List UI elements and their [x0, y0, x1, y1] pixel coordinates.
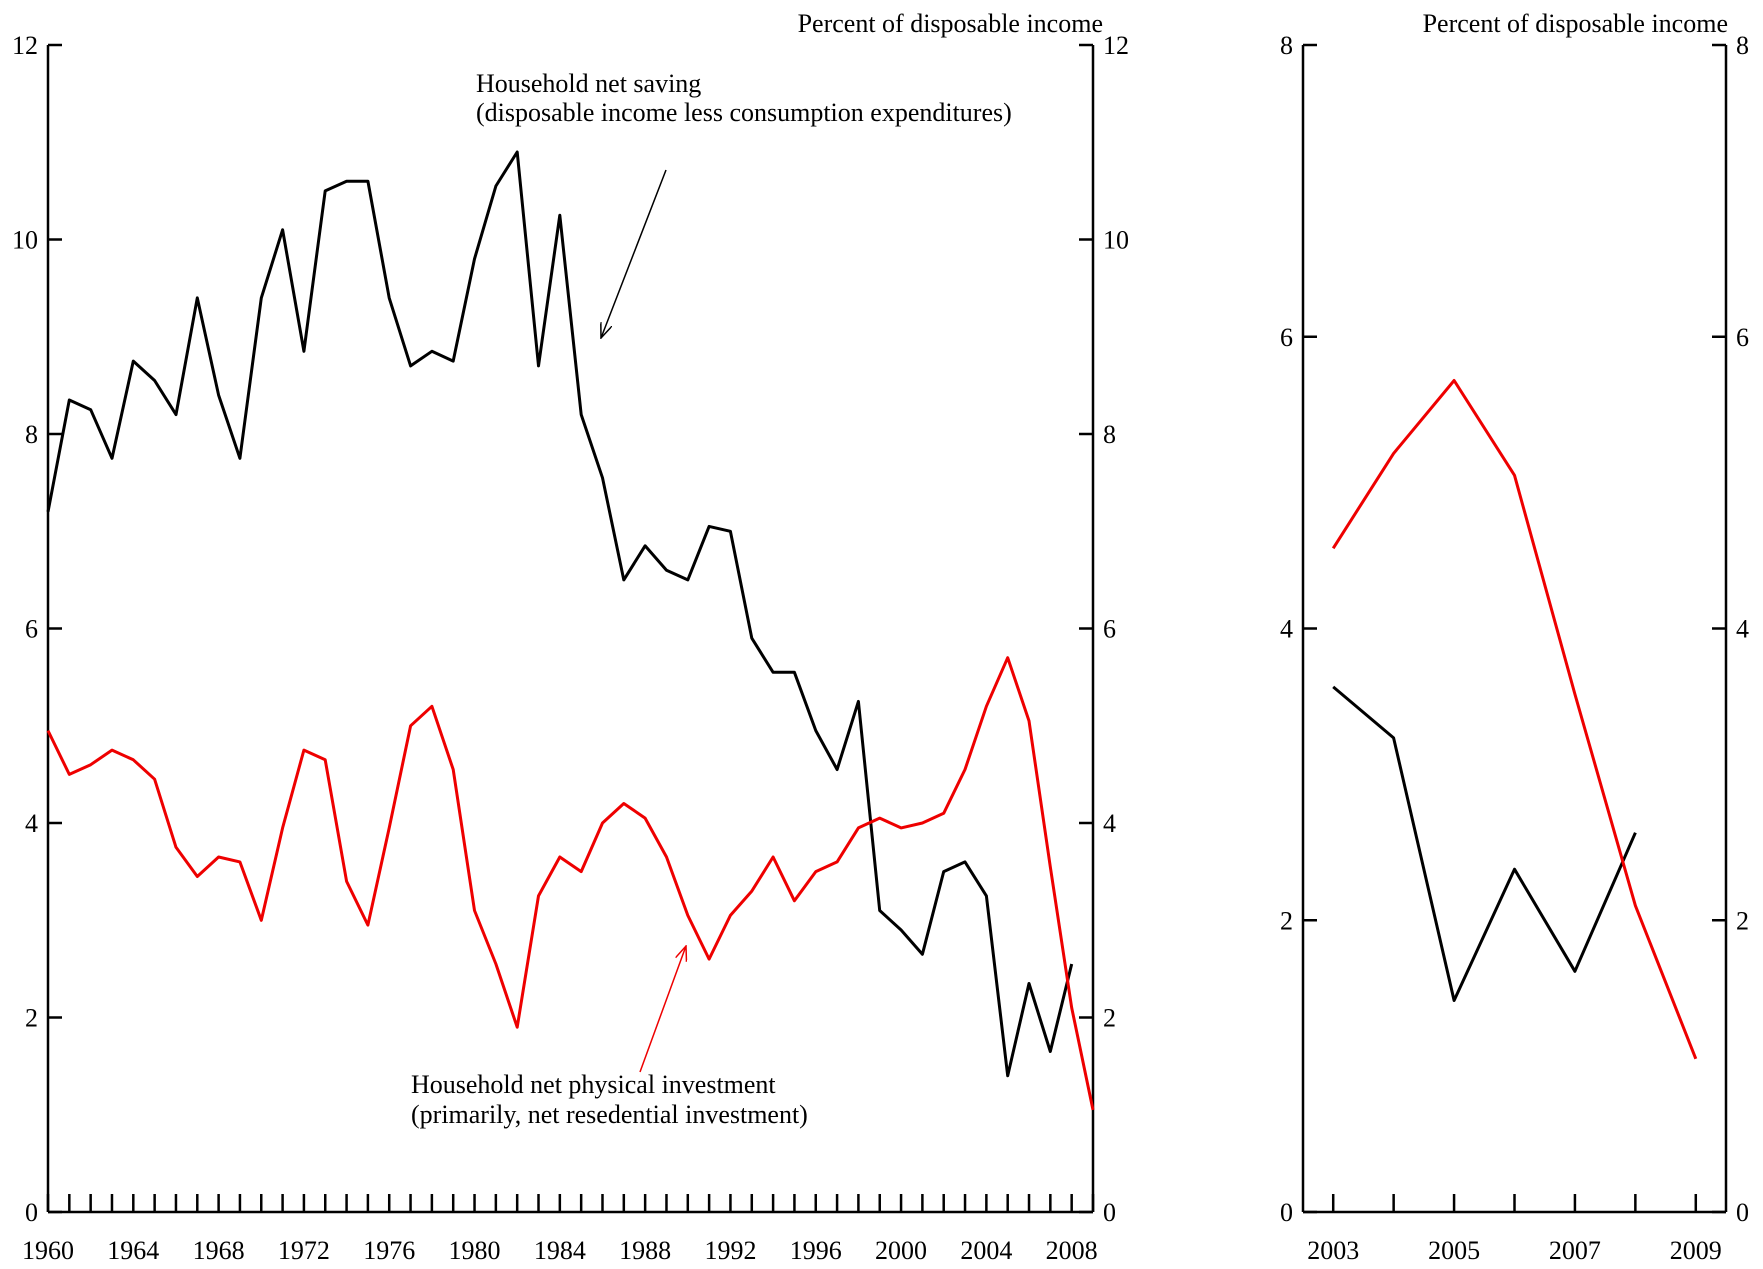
- y-tick-label: 2: [1280, 906, 1293, 935]
- left-investment-line: [46, 656, 1095, 1111]
- x-tick-label: 2009: [1670, 1236, 1722, 1265]
- y-tick-label-right: 6: [1103, 615, 1116, 644]
- x-tick-label: 2005: [1428, 1236, 1480, 1265]
- right-panel: Percent of disposable income 0 02 24 46 68 8 …: [1280, 9, 1749, 1265]
- x-tick-label: 1964: [107, 1236, 159, 1265]
- saving-arrow: [601, 169, 667, 338]
- y-tick-label: 0: [25, 1198, 38, 1227]
- right-units-label: Percent of disposable income: [1423, 9, 1728, 38]
- y-tick-label-right: 8: [1103, 420, 1116, 449]
- y-tick-label-right: 12: [1103, 31, 1129, 60]
- y-tick-label: 10: [12, 226, 38, 255]
- x-tick-label: 2003: [1307, 1236, 1359, 1265]
- x-tick-label: 1988: [619, 1236, 671, 1265]
- x-tick-label: 1968: [193, 1236, 245, 1265]
- x-tick-label: 1984: [534, 1236, 586, 1265]
- y-tick-label-right: 0: [1736, 1198, 1749, 1227]
- x-tick-label: 2004: [960, 1236, 1012, 1265]
- y-tick-label: 4: [1280, 615, 1293, 644]
- y-tick-label: 6: [25, 615, 38, 644]
- y-tick-label: 8: [1280, 31, 1293, 60]
- saving-annotation-line-2: (disposable income less consumption expe…: [476, 98, 1012, 127]
- saving-annotation-line-1: Household net saving: [476, 69, 701, 98]
- left-units-label: Percent of disposable income: [798, 9, 1103, 38]
- x-tick-label: 2000: [875, 1236, 927, 1265]
- y-tick-label: 4: [25, 809, 38, 838]
- left-x-ticks: 1960 1964 1968 1972 1976 1980 1984 1988 1992 1996…: [22, 1194, 1098, 1265]
- x-tick-label: 1996: [790, 1236, 842, 1265]
- x-tick-label: 1992: [704, 1236, 756, 1265]
- x-tick-label: 1976: [363, 1236, 415, 1265]
- y-tick-label: 6: [1280, 323, 1293, 352]
- y-tick-label-right: 6: [1736, 323, 1749, 352]
- left-panel: Percent of disposable income 0 0 2 2 4 4 6 6 8 8 1…: [12, 9, 1129, 1265]
- left-y-ticks: 0 0 2 2 4 4 6 6 8 8 10 10 12 12: [12, 31, 1129, 1227]
- y-tick-label: 12: [12, 31, 38, 60]
- y-tick-label-right: 4: [1103, 809, 1116, 838]
- y-tick-label-right: 2: [1103, 1004, 1116, 1033]
- y-tick-label-right: 8: [1736, 31, 1749, 60]
- right-saving-line: [1332, 685, 1637, 1002]
- y-tick-label-right: 2: [1736, 906, 1749, 935]
- y-tick-label-right: 0: [1103, 1198, 1116, 1227]
- y-tick-label: 0: [1280, 1198, 1293, 1227]
- right-investment-line: [1331, 379, 1698, 1060]
- investment-annotation: Household net physical investment (prima…: [411, 946, 808, 1129]
- x-tick-label: 1972: [278, 1236, 330, 1265]
- saving-annotation: Household net saving (disposable income …: [476, 69, 1012, 338]
- y-tick-label: 2: [25, 1004, 38, 1033]
- investment-annotation-line-1: Household net physical investment: [411, 1070, 776, 1099]
- investment-annotation-line-2: (primarily, net resedential investment): [411, 1100, 808, 1129]
- right-y-ticks: 0 0 2 2 4 4 6 6 8 8: [1280, 31, 1749, 1227]
- x-tick-label: 2008: [1046, 1236, 1098, 1265]
- right-x-ticks: 2003 2005 2007 2009: [1307, 1194, 1722, 1265]
- x-tick-label: 1980: [449, 1236, 501, 1265]
- x-tick-label: 2007: [1549, 1236, 1601, 1265]
- left-saving-line: [46, 150, 1074, 1078]
- investment-arrow: [639, 946, 686, 1073]
- y-tick-label-right: 4: [1736, 615, 1749, 644]
- x-tick-label: 1960: [22, 1236, 74, 1265]
- y-tick-label-right: 10: [1103, 226, 1129, 255]
- y-tick-label: 8: [25, 420, 38, 449]
